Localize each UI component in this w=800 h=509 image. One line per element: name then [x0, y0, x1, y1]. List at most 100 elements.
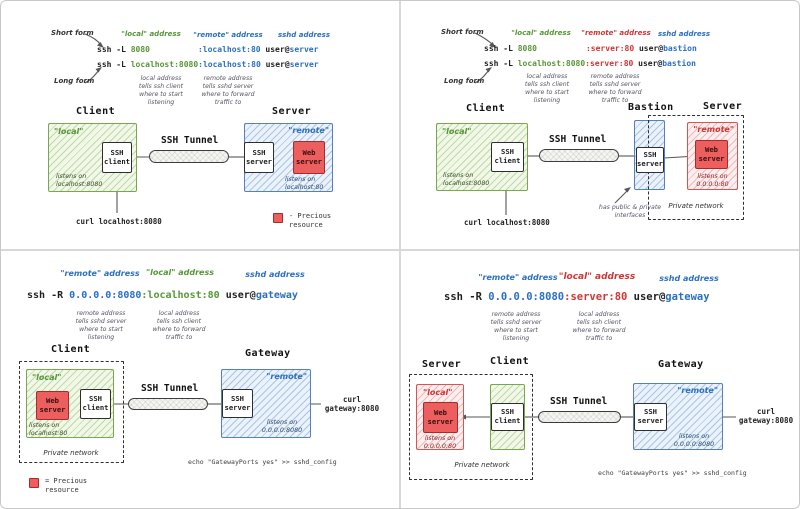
long-form-label: Long form	[54, 77, 95, 85]
cmd-local-address: localhost:8080	[130, 60, 199, 69]
short-form-label: Short form	[51, 29, 94, 37]
cmd-remote-address: :server:80	[585, 44, 635, 53]
private-network-label: Private network	[454, 461, 510, 469]
panel-local-forward-direct: Short form Long form "local" address "re…	[1, 1, 399, 249]
gateway-listens-note: listens on 0.0.0.0:8080	[261, 419, 303, 434]
cmd-local-address: :server:80	[564, 291, 628, 303]
server-title: Server	[272, 106, 312, 117]
ssh-server-box: SSH server	[244, 142, 274, 173]
sshd-address-label: sshd address	[657, 30, 711, 38]
ssh-command-long: ssh -L localhost:8080:localhost:80 user@…	[97, 60, 319, 69]
remote-tag: "remote"	[677, 386, 718, 395]
note-local-address: local address tells ssh client where to …	[152, 310, 206, 342]
note-local-address: local address tells ssh client where to …	[572, 311, 626, 343]
web-server-box: Web server	[423, 402, 458, 433]
local-address-label: "local" address	[511, 29, 571, 37]
client-listens-note: listens on localhost:80	[29, 422, 68, 437]
client-listens-note: listens on localhost:8080	[443, 172, 490, 187]
local-tag: "local"	[442, 127, 472, 136]
sshd-address-label: sshd address	[659, 274, 719, 283]
cmd-local-address: 8080	[517, 44, 537, 53]
cmd-prefix: ssh -R	[27, 290, 70, 301]
cmd-prefix: ssh -L	[484, 59, 518, 68]
precious-resource-swatch	[29, 478, 39, 488]
local-tag: "local"	[32, 373, 62, 382]
server-listens-note: listens on localhost:80	[285, 176, 324, 191]
local-address-label: "local" address	[146, 268, 214, 277]
remote-address-label: "remote" address	[193, 31, 263, 39]
web-server-box: Web server	[36, 391, 69, 420]
curl-command: curl localhost:8080	[464, 218, 550, 227]
private-network-boundary	[19, 361, 124, 463]
panel-local-forward-bastion: Short form Long form "local" address "re…	[401, 1, 799, 249]
panel-remote-forward-local: "remote" address "local" address sshd ad…	[1, 251, 399, 508]
tunnel-label: SSH Tunnel	[550, 396, 608, 407]
cmd-local-address: localhost:8080	[517, 59, 586, 68]
cmd-remote-address: 0.0.0.0:8080	[488, 291, 565, 303]
web-server-box: Web server	[293, 141, 325, 174]
note-local-address: local address tells ssh client where to …	[524, 73, 570, 105]
note-remote-address: remote address tells sshd server where t…	[75, 310, 127, 342]
cmd-host: bastion	[663, 44, 697, 53]
cmd-prefix: ssh -L	[97, 45, 131, 54]
panel-remote-forward-server: "remote" address "local" address sshd ad…	[401, 251, 799, 508]
local-tag: "local"	[54, 127, 84, 136]
cmd-remote-address: :localhost:80	[197, 45, 261, 54]
sshd-address-label: sshd address	[245, 270, 305, 279]
remote-address-label: "remote" address	[60, 269, 140, 278]
ssh-server-box: SSH server	[634, 403, 667, 431]
cmd-prefix: ssh -L	[97, 60, 131, 69]
remote-tag: "remote"	[266, 372, 307, 381]
bastion-note: has public & private interfaces	[598, 204, 662, 220]
cmd-prefix: ssh -L	[484, 44, 518, 53]
curl-command: curl localhost:8080	[76, 217, 162, 226]
curl-command: curl gateway:8080	[738, 407, 794, 425]
cmd-user: user@	[634, 44, 664, 53]
cmd-user: user@	[633, 59, 663, 68]
ssh-command-long: ssh -L localhost:8080:server:80 user@bas…	[484, 59, 696, 68]
remote-address-label: "remote" address	[581, 29, 651, 37]
cmd-local-address: :localhost:80	[141, 290, 220, 301]
web-server-box: Web server	[695, 140, 728, 169]
gateway-title: Gateway	[658, 359, 704, 370]
ssh-command: ssh -R 0.0.0.0:8080:server:80 user@gatew…	[444, 291, 710, 303]
gateway-title: Gateway	[245, 348, 291, 359]
legend-text: - Precious resource	[289, 212, 332, 230]
cmd-remote-address: 0.0.0.0:8080	[69, 290, 142, 301]
ssh-tunnel	[538, 411, 621, 423]
cmd-host: server	[289, 60, 319, 69]
ssh-server-box: SSH server	[222, 389, 253, 418]
cmd-local-address: 8080	[130, 45, 150, 54]
server-listens-note: listens on 0.0.0.0:80	[423, 435, 457, 450]
short-form-label: Short form	[441, 28, 484, 36]
client-listens-note: listens on localhost:8080	[56, 173, 103, 188]
private-network-label: Private network	[668, 202, 724, 210]
remote-tag: "remote"	[288, 126, 329, 135]
note-remote-address: remote address tells sshd server where t…	[201, 75, 255, 107]
client-title: Client	[76, 106, 116, 117]
ssh-client-box: SSH client	[80, 389, 111, 419]
cmd-user: user@	[260, 45, 290, 54]
tunnel-label: SSH Tunnel	[161, 135, 219, 146]
cmd-user: user@	[260, 60, 290, 69]
ssh-tunnel	[128, 398, 208, 410]
tunnel-label: SSH Tunnel	[549, 134, 607, 145]
private-network-label: Private network	[43, 449, 99, 457]
server-listens-note: listens on 0.0.0.0:80	[696, 173, 729, 188]
long-form-label: Long form	[444, 77, 485, 85]
sshd-address-label: sshd address	[277, 31, 331, 39]
ssh-client-box: SSH client	[102, 142, 132, 173]
client-local-zone	[436, 123, 528, 191]
ssh-command: ssh -R 0.0.0.0:8080:localhost:80 user@ga…	[27, 290, 298, 301]
cmd-remote-address: :localhost:80	[198, 60, 261, 69]
ssh-client-box: SSH client	[491, 403, 524, 431]
cmd-host: gateway	[665, 291, 710, 303]
server-title: Server	[703, 101, 743, 112]
gateway-listens-note: listens on 0.0.0.0:8080	[673, 433, 715, 448]
client-title: Client	[51, 344, 91, 355]
ssh-command-short: ssh -L 8080:localhost:80 user@server	[97, 45, 318, 54]
cmd-host: bastion	[662, 59, 696, 68]
ssh-command-short: ssh -L 8080 :server:80 user@bastion	[484, 44, 697, 53]
remote-tag: "remote"	[693, 125, 734, 134]
